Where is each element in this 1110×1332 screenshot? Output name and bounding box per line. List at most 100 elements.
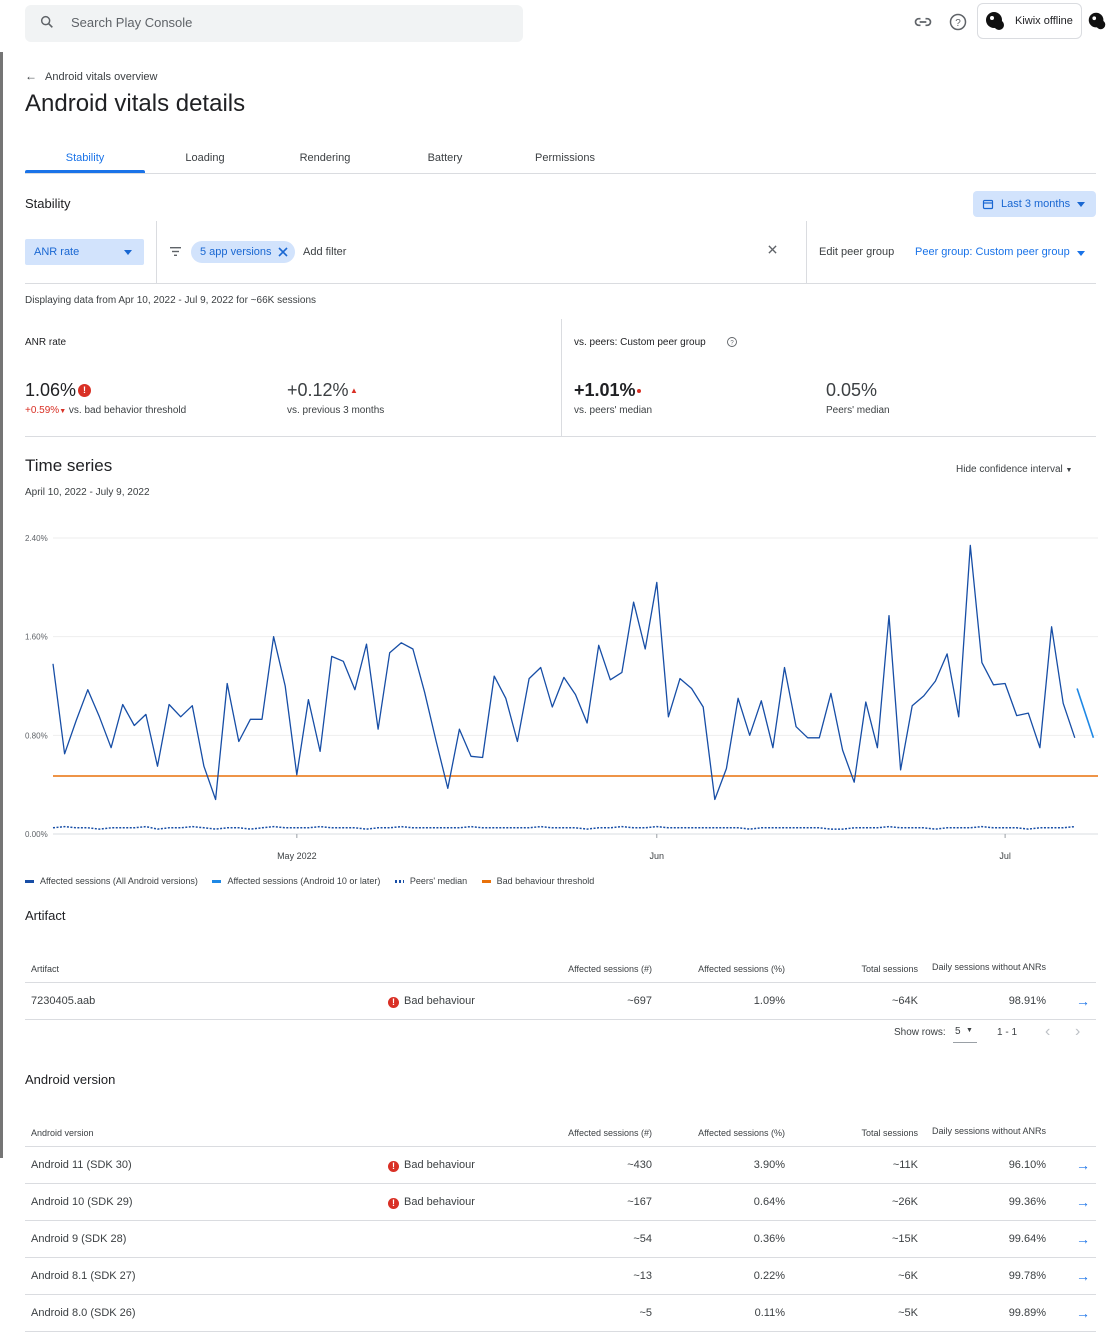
tab-rendering[interactable]: Rendering	[299, 152, 351, 164]
daily-sessions-without-anrs: 98.91%	[924, 982, 1052, 1020]
status-badge	[382, 1220, 532, 1258]
y-tick-label: 0.00%	[25, 830, 48, 839]
total-sessions: ~11K	[791, 1146, 924, 1184]
link-icon[interactable]	[913, 12, 933, 32]
legend-label: Affected sessions (All Android versions)	[40, 876, 198, 886]
affected-sessions-count: ~167	[532, 1183, 658, 1221]
affected-sessions-percent: 0.36%	[658, 1220, 791, 1258]
chevron-down-icon	[124, 250, 132, 255]
column-header[interactable]: Affected sessions (#)	[532, 938, 658, 983]
divider	[156, 221, 157, 283]
legend-item: Affected sessions (Android 10 or later)	[212, 876, 380, 886]
column-header[interactable]: Daily sessions without ANRs	[924, 1102, 1052, 1147]
column-header[interactable]: Artifact	[25, 938, 382, 983]
column-header[interactable]: Affected sessions (%)	[658, 938, 791, 983]
clear-filters-icon[interactable]	[768, 245, 777, 254]
edit-peer-group-button[interactable]: Edit peer group	[819, 246, 895, 258]
search-input[interactable]: Search Play Console	[71, 15, 193, 30]
account-button[interactable]: Kiwix offline	[977, 3, 1082, 39]
chevron-down-icon	[1077, 251, 1085, 256]
svg-text:?: ?	[730, 340, 734, 346]
tab-stability[interactable]: Stability	[65, 152, 105, 164]
peer-group-selector[interactable]: Peer group: Custom peer group	[915, 246, 1070, 258]
help-icon[interactable]: ?	[948, 12, 968, 32]
svg-text:?: ?	[955, 18, 961, 29]
filter-chip-label: 5 app versions	[200, 246, 272, 258]
column-header[interactable]: Affected sessions (#)	[532, 1102, 658, 1147]
help-icon[interactable]: ?	[726, 336, 738, 348]
open-row-button[interactable]: →	[1052, 1257, 1096, 1295]
rows-per-page-select[interactable]: 5 ▼	[953, 1022, 977, 1043]
tab-battery[interactable]: Battery	[427, 152, 463, 164]
tab-loading[interactable]: Loading	[185, 152, 225, 164]
prev-delta-value: +0.12%	[287, 380, 349, 400]
open-row-button[interactable]: →	[1052, 1220, 1096, 1258]
affected-sessions-android10-line	[1076, 688, 1095, 739]
anr-rate-value: 1.06%	[25, 380, 77, 400]
column-header[interactable]: Total sessions	[791, 1102, 924, 1147]
search-bar[interactable]: Search Play Console	[25, 5, 523, 42]
error-icon: !	[388, 1197, 399, 1209]
open-row-button[interactable]: →	[1052, 1294, 1096, 1332]
breadcrumb[interactable]: ← Android vitals overview	[25, 69, 158, 83]
breadcrumb-label: Android vitals overview	[45, 71, 158, 83]
arrow-right-icon: →	[1076, 993, 1090, 1009]
close-icon[interactable]	[278, 247, 288, 257]
android-version-name: Android 8.1 (SDK 27)	[25, 1257, 382, 1295]
add-filter-button[interactable]: Add filter	[303, 246, 347, 258]
error-icon: !	[388, 996, 399, 1008]
total-sessions: ~15K	[791, 1220, 924, 1258]
period-selector[interactable]: Last 3 months	[973, 191, 1096, 217]
left-rail-scrollbar[interactable]	[0, 52, 3, 1158]
affected-sessions-count: ~697	[532, 982, 658, 1020]
table-row[interactable]: Android 11 (SDK 30) ! Bad behaviour ~430 …	[25, 1146, 1096, 1184]
status-badge: ! Bad behaviour	[382, 1146, 532, 1184]
column-header[interactable]: Total sessions	[791, 938, 924, 983]
daily-sessions-without-anrs: 99.78%	[924, 1257, 1052, 1295]
status-badge-label: Bad behaviour	[404, 994, 475, 1007]
confidence-toggle[interactable]: Hide confidence interval ▼	[956, 464, 1072, 475]
status-badge-label: Bad behaviour	[404, 1158, 475, 1171]
arrow-down-icon: ▼	[59, 408, 67, 415]
prev-page-icon[interactable]: ‹	[1045, 1023, 1051, 1040]
threshold-delta-label: vs. bad behavior threshold	[68, 405, 187, 416]
column-header[interactable]: Affected sessions (%)	[658, 1102, 791, 1147]
x-tick-label: Jun	[650, 851, 665, 861]
filter-icon[interactable]	[170, 247, 181, 256]
section-title: Stability	[25, 196, 71, 211]
column-header[interactable]: Android version	[25, 1102, 382, 1147]
affected-sessions-count: ~5	[532, 1294, 658, 1332]
arrow-right-icon: →	[1076, 1305, 1090, 1321]
tab-permissions[interactable]: Permissions	[535, 152, 595, 164]
next-page-icon[interactable]: ›	[1075, 1023, 1081, 1040]
prev-delta-label: vs. previous 3 months	[287, 405, 385, 416]
total-sessions: ~6K	[791, 1257, 924, 1295]
legend-swatch	[481, 880, 491, 884]
app-avatar-icon[interactable]	[1086, 10, 1108, 32]
metric-selector[interactable]: ANR rate	[25, 239, 144, 265]
y-tick-label: 1.60%	[25, 633, 48, 642]
affected-sessions-percent: 0.22%	[658, 1257, 791, 1295]
column-header[interactable]: Daily sessions without ANRs	[924, 938, 1052, 983]
table-row[interactable]: 7230405.aab ! Bad behaviour ~697 1.09% ~6…	[25, 982, 1096, 1020]
open-row-button[interactable]: →	[1052, 1146, 1096, 1184]
affected-sessions-percent: 3.90%	[658, 1146, 791, 1184]
table-row[interactable]: Android 9 (SDK 28) ~54 0.36% ~15K 99.64%…	[25, 1220, 1096, 1258]
vs-peers-label: vs. peers' median	[574, 405, 653, 416]
total-sessions: ~5K	[791, 1294, 924, 1332]
error-icon: !	[78, 384, 91, 397]
open-row-button[interactable]: →	[1052, 1183, 1096, 1221]
data-range-note: Displaying data from Apr 10, 2022 - Jul …	[25, 295, 317, 306]
status-badge-label: Bad behaviour	[404, 1195, 475, 1208]
status-dot	[637, 389, 641, 393]
filter-chip-app-versions[interactable]: 5 app versions	[191, 241, 295, 263]
table-row[interactable]: Android 8.1 (SDK 27) ~13 0.22% ~6K 99.78…	[25, 1257, 1096, 1295]
peers-median-line	[52, 825, 1075, 830]
table-row[interactable]: Android 10 (SDK 29) ! Bad behaviour ~167 …	[25, 1183, 1096, 1221]
vs-peers-value: +1.01%	[574, 380, 636, 400]
table-row[interactable]: Android 8.0 (SDK 26) ~5 0.11% ~5K 99.89%…	[25, 1294, 1096, 1332]
open-row-button[interactable]: →	[1052, 982, 1096, 1020]
affected-sessions-percent: 0.11%	[658, 1294, 791, 1332]
daily-sessions-without-anrs: 99.36%	[924, 1183, 1052, 1221]
affected-sessions-count: ~54	[532, 1220, 658, 1258]
